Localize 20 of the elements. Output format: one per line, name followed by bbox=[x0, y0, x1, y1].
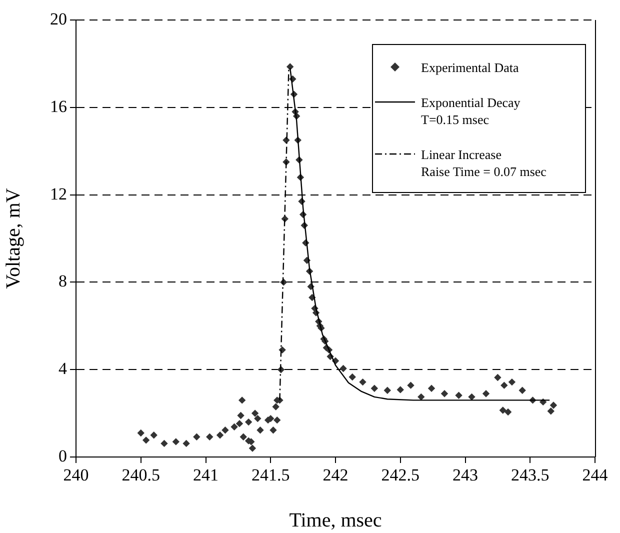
x-axis-title: Time, msec bbox=[289, 509, 382, 532]
legend-label: Exponential Decay T=0.15 msec bbox=[421, 94, 520, 128]
y-tick-label: 16 bbox=[50, 96, 67, 116]
x-tick-label: 242.5 bbox=[381, 466, 420, 485]
y-tick-label: 8 bbox=[58, 272, 67, 291]
x-tick-label: 240.5 bbox=[122, 466, 160, 485]
y-tick-label: 12 bbox=[50, 184, 67, 204]
x-tick-label: 243.5 bbox=[511, 466, 550, 485]
x-tick-label: 242 bbox=[322, 466, 348, 485]
x-tick-label: 240 bbox=[63, 466, 89, 485]
x-tick-label: 244 bbox=[582, 466, 608, 485]
y-axis-title: Voltage, mV bbox=[2, 188, 24, 289]
y-tick-label: 20 bbox=[50, 9, 67, 28]
y-tick-label: 0 bbox=[58, 446, 67, 466]
x-tick-label: 243 bbox=[452, 466, 478, 485]
legend-label: Linear Increase Raise Time = 0.07 msec bbox=[421, 146, 546, 180]
x-tick-label: 241 bbox=[193, 466, 218, 485]
legend-label: Experimental Data bbox=[421, 59, 519, 76]
y-tick-label: 4 bbox=[58, 359, 68, 378]
x-tick-label: 241.5 bbox=[252, 466, 290, 485]
